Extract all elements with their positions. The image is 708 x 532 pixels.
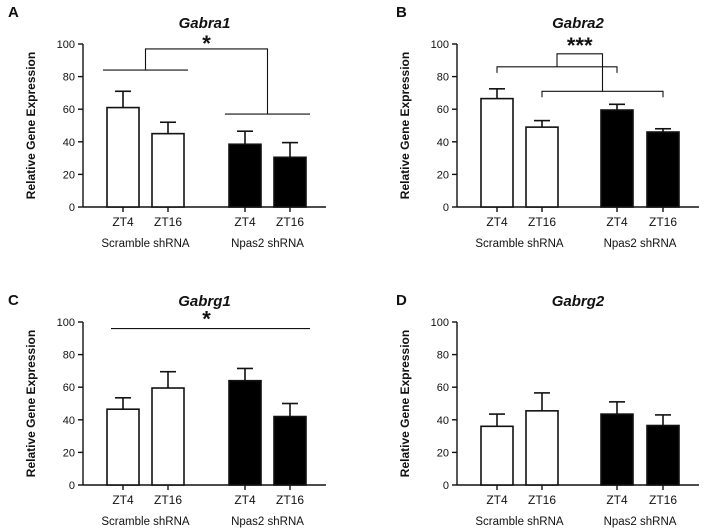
panel-letter: A: [8, 4, 19, 21]
y-axis-label: Relative Gene Expression: [24, 52, 38, 199]
y-axis-label: Relative Gene Expression: [398, 330, 412, 477]
x-tick-label: ZT16: [528, 493, 556, 507]
group-label: Scramble shRNA: [475, 516, 564, 528]
panel-a: A Gabra1 Relative Gene Expression 0 20 40 60 80…: [8, 4, 326, 250]
bar: [600, 109, 634, 208]
x-tick-label: ZT16: [276, 215, 304, 229]
bar: [646, 131, 680, 208]
bar: [273, 415, 307, 486]
y-tick-label: 60: [437, 382, 449, 394]
y-tick-label: 0: [69, 202, 75, 214]
y-tick-label: 20: [437, 169, 449, 181]
y-tick-label: 60: [63, 104, 75, 116]
y-tick-label: 100: [431, 317, 449, 329]
x-tick-label: ZT4: [606, 215, 628, 229]
x-tick-label: ZT4: [486, 493, 508, 507]
x-tick-label: ZT16: [649, 493, 677, 507]
bar: [106, 408, 140, 486]
x-tick-label: ZT4: [112, 215, 134, 229]
group-label: Scramble shRNA: [475, 238, 564, 250]
x-tick-label: ZT4: [112, 493, 134, 507]
chart-title: Gabra2: [552, 15, 604, 32]
y-tick-label: 0: [443, 202, 449, 214]
y-axis-label: Relative Gene Expression: [24, 330, 38, 477]
x-tick-label: ZT4: [606, 493, 628, 507]
y-tick-label: 40: [63, 137, 75, 149]
y-tick-label: 100: [431, 39, 449, 51]
x-tick-label: ZT4: [234, 493, 256, 507]
bar: [525, 126, 559, 208]
bar: [600, 413, 634, 486]
y-tick-label: 40: [437, 137, 449, 149]
bar: [151, 132, 185, 208]
x-tick-label: ZT4: [234, 215, 256, 229]
y-tick-label: 100: [57, 39, 75, 51]
x-tick-label: ZT4: [486, 215, 508, 229]
group-label: Scramble shRNA: [101, 516, 190, 528]
y-tick-label: 0: [443, 480, 449, 492]
y-tick-label: 0: [69, 480, 75, 492]
significance-marker: *: [202, 307, 211, 332]
y-tick-label: 80: [437, 72, 449, 84]
x-tick-label: ZT16: [154, 215, 182, 229]
group-label: Scramble shRNA: [101, 238, 190, 250]
bar: [646, 424, 680, 486]
y-tick-label: 60: [63, 382, 75, 394]
bar: [151, 387, 185, 486]
y-tick-label: 60: [437, 104, 449, 116]
significance-marker: *: [202, 31, 211, 56]
chart-title: Gabrg1: [178, 293, 231, 310]
x-tick-label: ZT16: [154, 493, 182, 507]
group-label: Npas2 shRNA: [604, 516, 677, 528]
y-tick-label: 80: [63, 72, 75, 84]
significance-marker: ***: [567, 33, 593, 58]
bracket: [541, 90, 664, 98]
y-tick-label: 100: [57, 317, 75, 329]
bar: [525, 410, 559, 486]
panel-letter: B: [396, 4, 407, 21]
chart-title: Gabra1: [179, 15, 231, 32]
bar: [228, 143, 262, 208]
y-tick-label: 80: [63, 350, 75, 362]
group-label: Npas2 shRNA: [231, 238, 304, 250]
group-label: Npas2 shRNA: [231, 516, 304, 528]
bar: [480, 97, 514, 208]
y-tick-label: 20: [63, 447, 75, 459]
y-tick-label: 20: [437, 447, 449, 459]
y-tick-label: 40: [437, 415, 449, 427]
panel-letter: C: [8, 292, 19, 309]
bar: [480, 425, 514, 486]
bar: [228, 379, 262, 486]
chart-title: Gabrg2: [552, 293, 605, 310]
bracket: [556, 53, 604, 92]
panel-letter: D: [396, 292, 407, 309]
bracket: [144, 48, 269, 115]
bracket: [496, 66, 618, 73]
y-tick-label: 20: [63, 169, 75, 181]
bar: [106, 106, 140, 208]
y-axis-label: Relative Gene Expression: [398, 52, 412, 199]
panel-b: B Gabra2 Relative Gene Expression 0 20 40 60 80…: [396, 4, 699, 250]
group-label: Npas2 shRNA: [604, 238, 677, 250]
y-tick-label: 80: [437, 350, 449, 362]
x-tick-label: ZT16: [649, 215, 677, 229]
panel-c: C Gabrg1 Relative Gene Expression 0 20 40 60 80…: [8, 292, 326, 528]
bar: [273, 156, 307, 208]
panel-d: D Gabrg2 Relative Gene Expression 0 20 40 60 80…: [396, 292, 699, 528]
x-tick-label: ZT16: [276, 493, 304, 507]
y-tick-label: 40: [63, 415, 75, 427]
x-tick-label: ZT16: [528, 215, 556, 229]
